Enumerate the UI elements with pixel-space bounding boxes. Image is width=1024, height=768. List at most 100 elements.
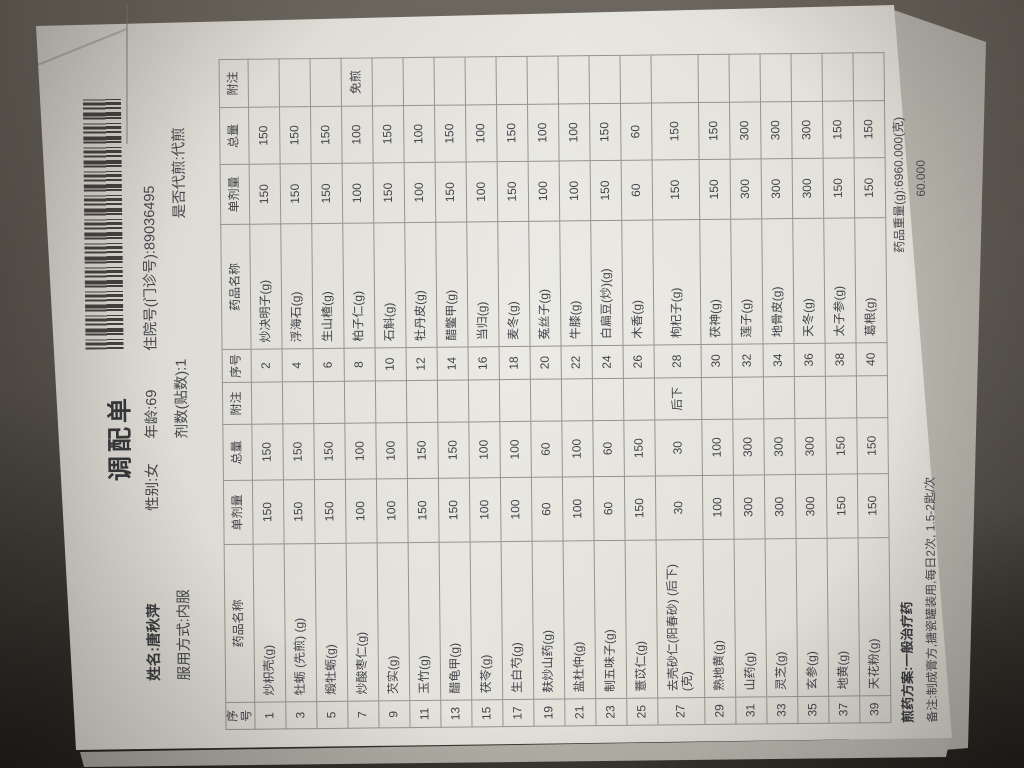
- cell-note: [374, 380, 407, 423]
- barcode: [82, 97, 124, 350]
- cell-note: [855, 375, 888, 418]
- cell-note: [495, 56, 528, 105]
- cell-note: 免煎: [340, 57, 373, 107]
- cell-total: 150: [589, 103, 621, 161]
- cell-total: 150: [434, 104, 466, 163]
- cell-serial: 22: [560, 345, 592, 379]
- cell-single-dose: 100: [376, 478, 408, 543]
- cell-total: 300: [732, 418, 764, 476]
- cell-single-dose: 150: [252, 479, 284, 545]
- cell-total: 150: [313, 423, 346, 480]
- cell-note: [343, 380, 376, 424]
- cell-note: [312, 381, 345, 424]
- cell-drug-name: 芡实(g): [376, 542, 410, 701]
- cell-drug-name: 地骨皮(g): [761, 218, 794, 344]
- cell-note: [433, 56, 466, 106]
- patient-info-line: 姓名:唐秋萍 性别:女 年龄:69 住院号(门诊号):89036495: [136, 49, 163, 739]
- cell-single-dose: 150: [698, 159, 731, 220]
- cell-serial: 8: [343, 347, 375, 382]
- cell-note: [821, 52, 854, 102]
- cell-total: 100: [499, 421, 532, 478]
- cell-drug-name: 茯神(g): [699, 219, 732, 345]
- cell-serial: 14: [436, 346, 468, 381]
- cell-note: [405, 380, 438, 423]
- cell-single-dose: 100: [403, 162, 436, 223]
- cell-serial: 33: [766, 696, 798, 724]
- cell-total: 60: [592, 420, 625, 477]
- cell-drug-name: 山药(g): [733, 538, 767, 698]
- header-serial: 序号: [225, 702, 255, 730]
- header-serial: 序号: [222, 349, 251, 383]
- cell-serial: 30: [700, 344, 732, 378]
- header-total: 总量: [222, 424, 253, 481]
- cell-serial: 15: [471, 699, 503, 727]
- cell-total: 150: [825, 417, 857, 475]
- cell-drug-name: 当归(g): [466, 221, 499, 347]
- cell-note: [591, 378, 624, 421]
- cell-note: [697, 54, 730, 103]
- cell-drug-name: 炒酸枣仁(g): [345, 542, 379, 702]
- cell-single-dose: 100: [465, 161, 498, 222]
- cell-note: [247, 58, 280, 108]
- header-single-dose: 单剂量: [220, 164, 250, 225]
- header-drug-name: 药品名称: [224, 544, 255, 703]
- cell-single-dose: 150: [825, 473, 858, 539]
- cell-single-dose: 150: [496, 161, 529, 222]
- cell-drug-name: 生山楂(g): [311, 223, 344, 349]
- cell-single-dose: 30: [655, 475, 703, 541]
- cell-total: 300: [729, 101, 761, 160]
- cell-serial: 25: [626, 698, 658, 726]
- cell-total: 100: [465, 104, 497, 162]
- cell-single-dose: 100: [558, 160, 591, 222]
- cell-drug-name: 麸炒山药(g): [531, 540, 565, 700]
- cell-serial: 24: [591, 345, 623, 379]
- cell-serial: 16: [467, 346, 499, 380]
- header-total: 总量: [219, 107, 249, 165]
- cell-single-dose: 100: [527, 161, 560, 222]
- cell-total: 100: [403, 105, 435, 163]
- cell-drug-name: 太子参(g): [823, 217, 856, 344]
- cell-single-dose: 300: [763, 474, 796, 539]
- decoction-plan-note: 煎药方案:一般治疗药: [899, 601, 916, 723]
- cell-total: 150: [856, 417, 888, 474]
- cell-drug-name: 玉竹(g): [407, 542, 441, 701]
- cell-note: [498, 379, 531, 422]
- dose-count: 剂数(贴数):1: [173, 358, 191, 439]
- cell-note: [371, 57, 404, 106]
- cell-drug-name: 麦冬(g): [497, 221, 530, 347]
- cell-serial: 36: [793, 343, 825, 377]
- cell-total: 30: [654, 419, 702, 477]
- header-single-dose: 单剂量: [223, 480, 253, 545]
- cell-note: [790, 53, 823, 102]
- cell-note: [281, 381, 314, 424]
- cell-note: [650, 54, 699, 104]
- cell-serial: 19: [533, 698, 565, 727]
- cell-total: 300: [791, 101, 823, 159]
- cell-note: [588, 55, 621, 104]
- cell-note: [622, 378, 655, 421]
- cell-serial: 7: [347, 700, 379, 729]
- cell-total: 100: [375, 422, 408, 479]
- cell-drug-name: 炒枳壳(g): [252, 543, 286, 703]
- cell-serial: 32: [731, 343, 763, 378]
- cell-single-dose: 60: [531, 476, 563, 542]
- cell-serial: 23: [595, 698, 627, 726]
- cell-single-dose: 150: [314, 479, 346, 544]
- medicine-table: 序号 药品名称 单剂量 总量 附注 序号 药品名称 单剂量 总量 附注 1 炒枳壳(g) 150 150…: [219, 52, 892, 730]
- cell-drug-name: 炒决明子(g): [249, 223, 282, 350]
- cell-total: 100: [561, 420, 594, 477]
- patient-name: 姓名:唐秋萍: [146, 603, 164, 681]
- cell-drug-name: 菟丝子(g): [528, 221, 561, 347]
- cell-note: [560, 378, 593, 421]
- cell-drug-name: 石斛(g): [373, 222, 406, 348]
- cell-single-dose: 100: [345, 478, 377, 544]
- cell-drug-name: 葛根(g): [854, 217, 887, 343]
- cell-total: 150: [406, 422, 439, 479]
- cell-note: [402, 57, 435, 106]
- cell-total: 100: [344, 422, 377, 480]
- cell-total: 150: [496, 104, 528, 162]
- cell-note: [278, 58, 311, 107]
- cell-drug-name: 牡蛎 (先煎) (g): [283, 543, 317, 702]
- cell-single-dose: 150: [853, 157, 886, 218]
